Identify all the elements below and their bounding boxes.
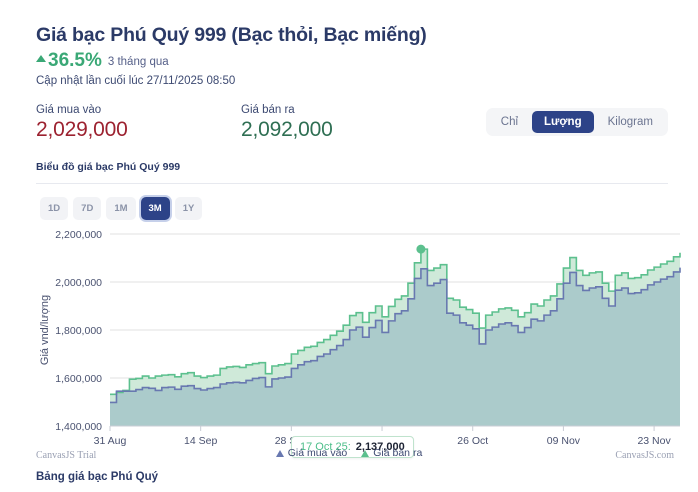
range-option-1m[interactable]: 1M bbox=[106, 197, 136, 221]
legend-item-sell[interactable]: Giá bán ra bbox=[361, 447, 422, 459]
svg-text:1,400,000: 1,400,000 bbox=[55, 421, 102, 433]
svg-text:14 Sep: 14 Sep bbox=[184, 435, 217, 447]
range-option-3m[interactable]: 3M bbox=[140, 197, 170, 221]
svg-text:1,800,000: 1,800,000 bbox=[55, 325, 102, 337]
svg-text:23 Nov: 23 Nov bbox=[637, 435, 671, 447]
svg-text:2,200,000: 2,200,000 bbox=[55, 229, 102, 241]
change-percent: 36.5% bbox=[36, 50, 102, 72]
canvasjs-watermark: CanvasJS.com bbox=[615, 450, 674, 461]
triangle-marker-icon bbox=[275, 449, 284, 457]
price-summary: Giá mua vào 2,029,000 Giá bán ra 2,092,0… bbox=[36, 104, 668, 142]
svg-text:31 Aug: 31 Aug bbox=[94, 435, 127, 447]
sell-price-value: 2,092,000 bbox=[241, 118, 333, 142]
page-title: Giá bạc Phú Quý 999 (Bạc thỏi, Bạc miếng… bbox=[36, 24, 427, 46]
legend-item-buy[interactable]: Giá mua vào bbox=[275, 447, 348, 459]
range-option-7d[interactable]: 7D bbox=[73, 197, 102, 221]
tooltip-date: 17 Oct 25: bbox=[300, 441, 351, 454]
buy-price-value: 2,029,000 bbox=[36, 118, 128, 142]
range-option-1y[interactable]: 1Y bbox=[174, 197, 203, 221]
arrow-up-icon bbox=[36, 54, 46, 62]
chart-canvas[interactable]: 1,400,000 1,600,000 1,800,000 2,000,000 2,20… bbox=[0, 224, 698, 454]
svg-text:Giá vnd/lượng: Giá vnd/lượng bbox=[39, 295, 51, 365]
chart-caption: Biểu đồ giá bạc Phú Quý 999 bbox=[36, 161, 181, 174]
last-updated: Cập nhật lần cuối lúc 27/11/2025 08:50 bbox=[36, 75, 236, 88]
section-divider bbox=[36, 183, 668, 185]
change-percent-value: 36.5% bbox=[48, 50, 102, 72]
unit-option-kilogram[interactable]: Kilogram bbox=[596, 111, 665, 133]
sell-price-block: Giá bán ra 2,092,000 bbox=[241, 104, 451, 142]
svg-text:26 Oct: 26 Oct bbox=[457, 435, 488, 447]
unit-option-luong[interactable]: Lượng bbox=[532, 111, 594, 134]
svg-text:09 Nov: 09 Nov bbox=[547, 435, 581, 447]
legend-label-sell: Giá bán ra bbox=[373, 447, 423, 459]
page-header: Giá bạc Phú Quý 999 (Bạc thỏi, Bạc miếng… bbox=[0, 0, 698, 142]
unit-toggle-group[interactable]: Chỉ Lượng Kilogram bbox=[485, 108, 668, 137]
svg-text:2,000,000: 2,000,000 bbox=[55, 277, 102, 289]
change-row: 36.5% 3 tháng qua bbox=[36, 50, 668, 72]
sell-price-label: Giá bán ra bbox=[241, 104, 295, 117]
svg-text:1,600,000: 1,600,000 bbox=[55, 373, 102, 385]
triangle-marker-icon bbox=[361, 449, 370, 457]
buy-price-label: Giá mua vào bbox=[36, 104, 102, 117]
chart-legend[interactable]: Giá mua vào Giá bán ra bbox=[0, 447, 698, 459]
change-period: 3 tháng qua bbox=[107, 55, 169, 68]
footer-title: Bảng giá bạc Phú Quý bbox=[36, 471, 159, 483]
range-selector-group[interactable]: 1D 7D 1M 3M 1Y bbox=[0, 184, 698, 221]
buy-price-block: Giá mua vào 2,029,000 bbox=[36, 104, 241, 142]
canvasjs-trial-text: CanvasJS Trial bbox=[36, 450, 97, 461]
legend-label-buy: Giá mua vào bbox=[287, 447, 348, 459]
unit-option-chi[interactable]: Chỉ bbox=[489, 111, 530, 133]
range-option-1d[interactable]: 1D bbox=[40, 197, 69, 221]
price-chart[interactable]: 1,400,000 1,600,000 1,800,000 2,000,000 2,20… bbox=[0, 224, 698, 479]
chart-tooltip: 17 Oct 25: 2,137,000 bbox=[291, 436, 414, 459]
